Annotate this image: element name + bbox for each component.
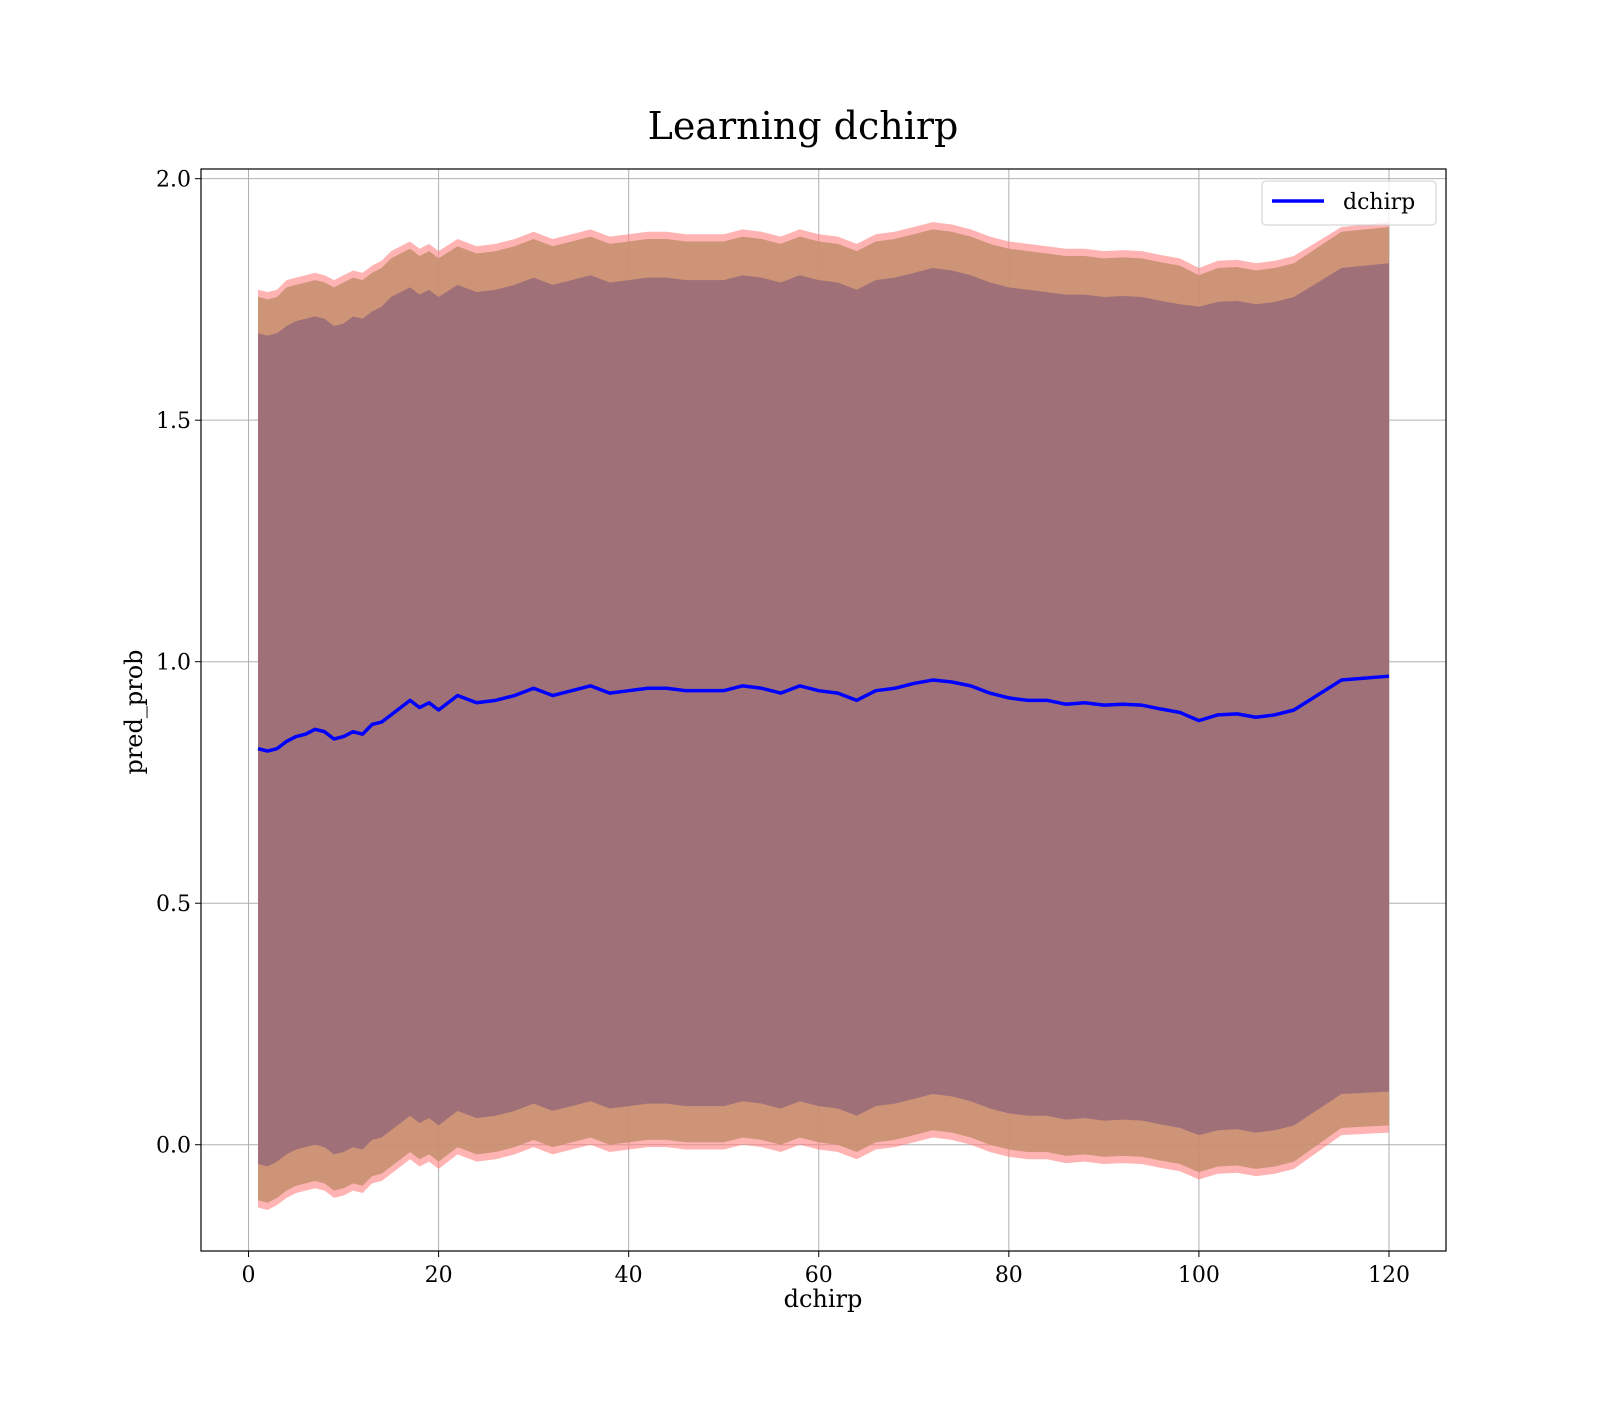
legend-box: [1261, 180, 1437, 226]
x-tick-label: 60: [805, 1263, 833, 1288]
x-tick-label: 120: [1368, 1263, 1410, 1288]
inner-confidence-band: [258, 263, 1389, 1167]
y-axis-ticks: 0.0 0.5 1.0 1.5 2.0: [156, 168, 201, 1159]
x-tick-label: 40: [615, 1263, 643, 1288]
legend: dchirp: [1261, 180, 1437, 226]
x-tick-label: 20: [425, 1263, 453, 1288]
x-tick-label: 80: [995, 1263, 1023, 1288]
y-axis-label: pred_prob: [120, 649, 148, 774]
band-layer: [258, 222, 1389, 1210]
legend-label: dchirp: [1343, 190, 1415, 215]
y-tick-label: 1.0: [156, 651, 191, 676]
x-tick-label: 0: [242, 1263, 256, 1288]
series-line-dchirp: [257, 674, 1390, 753]
chart-title: Learning dchirp: [648, 104, 959, 148]
line-layer: [257, 674, 1390, 753]
y-tick-label: 1.5: [156, 409, 191, 434]
x-axis-ticks: 0 20 40 60 80 100 120: [242, 1251, 1410, 1288]
y-tick-label: 0.0: [156, 1134, 191, 1159]
y-tick-label: 0.5: [156, 892, 191, 917]
plot-frame: [200, 168, 1447, 1252]
x-tick-label: 100: [1178, 1263, 1220, 1288]
x-axis-label: dchirp: [784, 1285, 863, 1313]
y-tick-label: 2.0: [156, 168, 191, 193]
